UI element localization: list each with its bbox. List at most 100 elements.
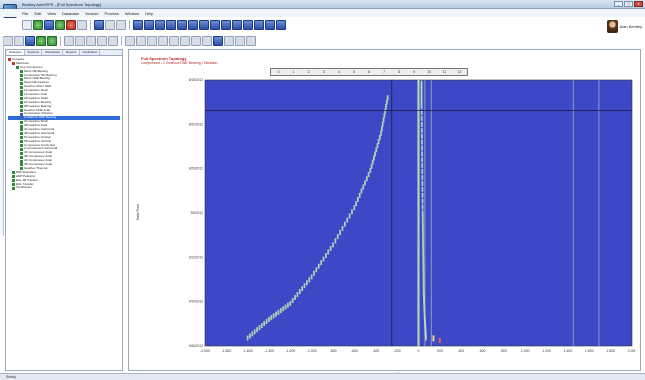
tree-item[interactable]: Machines <box>8 61 120 66</box>
sideband-icon[interactable] <box>147 36 157 46</box>
tree-item[interactable]: HDP Pelletizer <box>8 174 120 179</box>
annotate-icon[interactable] <box>246 36 256 46</box>
tree-item[interactable]: Line Compressor <box>8 65 120 70</box>
tree-item[interactable]: Motor NDE Bearing <box>8 77 120 81</box>
harmonic-icon[interactable] <box>136 36 146 46</box>
zoom-icon[interactable] <box>105 20 115 30</box>
tree-item[interactable]: 1B Gearbox Shaft <box>8 96 120 101</box>
polar-icon[interactable] <box>199 20 209 30</box>
alarm-icon[interactable] <box>180 36 190 46</box>
tab-notification[interactable]: Notification <box>81 50 101 55</box>
tab-reports[interactable]: Reports <box>64 50 80 55</box>
tree-item[interactable]: Compare <box>8 57 120 62</box>
tree-item[interactable]: Motor DE Gearbox <box>8 80 120 85</box>
lock-icon[interactable] <box>77 20 87 30</box>
maximize-button[interactable]: □ <box>624 1 633 7</box>
tree-item[interactable]: Gearbox DNE Axial <box>8 108 120 113</box>
tree-item[interactable]: 4B Gearbox Horizontal <box>8 131 120 136</box>
menu-view[interactable]: View <box>47 10 56 16</box>
tree-item[interactable]: DDP Extruders <box>8 170 120 175</box>
color-scale-bar[interactable]: 0 1 2 3 4 5 6 7 8 9 10 11 12 <box>270 68 468 76</box>
online-icon[interactable] <box>36 36 46 46</box>
tree-item[interactable]: Compressor Vibration <box>8 112 120 116</box>
tree-item[interactable]: Motor DE Bearing <box>8 69 120 74</box>
tree-item[interactable]: 5B Gearbox Vertical <box>8 139 120 144</box>
tree-item[interactable]: Gearbox Motor NDE <box>8 84 120 89</box>
user-area[interactable]: Alan Bentley <box>606 20 642 33</box>
tree-item[interactable]: 3A Gearbox Shaft <box>8 119 120 124</box>
copy-icon[interactable] <box>97 36 107 46</box>
minimize-button[interactable]: _ <box>614 1 623 7</box>
tree-item[interactable]: Gearbox Thermal <box>8 166 120 171</box>
scale-icon[interactable] <box>191 36 201 46</box>
report-icon[interactable] <box>265 20 275 30</box>
drift-peak-mark <box>422 277 425 282</box>
order-icon[interactable] <box>254 20 264 30</box>
tree-item[interactable]: 4A Gearbox Horizontal <box>8 127 120 132</box>
sort-icon[interactable] <box>75 36 85 46</box>
cascade-icon[interactable] <box>210 20 220 30</box>
tree-item[interactable]: Compressor Horizontal <box>8 143 120 148</box>
tab-networks[interactable]: Networks <box>7 50 25 55</box>
waterfall-icon[interactable] <box>166 20 176 30</box>
home-icon[interactable] <box>25 36 35 46</box>
chart-icon[interactable] <box>94 20 104 30</box>
tree-item[interactable]: 1A Gearbox Axial <box>8 92 120 97</box>
spectrum-icon[interactable] <box>133 20 143 30</box>
shaft-icon[interactable] <box>243 20 253 30</box>
bode-icon[interactable] <box>188 20 198 30</box>
tree-item[interactable]: 3A Compressor Axial <box>8 150 120 155</box>
run-icon[interactable] <box>55 20 65 30</box>
tree-item[interactable]: 2 Gearbox DNE Bearing <box>8 115 120 121</box>
tree-item[interactable]: ECL Transfer <box>8 182 120 187</box>
export-icon[interactable] <box>276 20 286 30</box>
units-icon[interactable] <box>202 36 212 46</box>
orbit-icon[interactable] <box>177 20 187 30</box>
menu-database[interactable]: Database <box>61 10 80 16</box>
tab-systems[interactable]: Systems <box>26 50 43 55</box>
tree-item[interactable]: 2B Gearbox Bearing <box>8 104 120 109</box>
menu-window[interactable]: Window <box>124 10 140 16</box>
zoom-in-icon[interactable] <box>224 36 234 46</box>
stop-icon[interactable] <box>66 20 76 30</box>
tree-item[interactable]: 2A Gearbox Bearing <box>8 100 120 105</box>
tree-item[interactable]: 4B Compressor Axial <box>8 162 120 167</box>
settings-icon[interactable] <box>116 20 126 30</box>
band-icon[interactable] <box>169 36 179 46</box>
tree-item[interactable]: 1A Gearbox Shaft <box>8 88 120 93</box>
menu-edit[interactable]: Edit <box>34 10 42 16</box>
grid-icon[interactable] <box>213 36 223 46</box>
tree-item[interactable]: 3B Compressor Axial <box>8 154 120 159</box>
topology-icon[interactable] <box>221 20 231 30</box>
menu-file[interactable]: File <box>22 10 29 16</box>
menu-version[interactable]: Version <box>85 10 99 16</box>
phase-icon[interactable] <box>232 20 242 30</box>
peak-icon[interactable] <box>158 36 168 46</box>
back-icon[interactable] <box>3 36 13 46</box>
trend-icon[interactable] <box>155 20 165 30</box>
tree-item[interactable]: ECL-96 Transfer <box>8 178 120 183</box>
new-icon[interactable] <box>22 20 32 30</box>
refresh-icon[interactable] <box>33 20 43 30</box>
forward-icon[interactable] <box>14 36 24 46</box>
cursor-icon[interactable] <box>125 36 135 46</box>
spectrum-heatmap[interactable]: -2,000 -1,800 -1,600 -1,400 -1,200 -1,000 -800… <box>160 78 635 363</box>
print-icon[interactable] <box>86 36 96 46</box>
tree-item[interactable]: 2 Compressor Horizontal <box>8 147 120 151</box>
tree-item[interactable]: Compressor ND Bearing <box>8 73 120 78</box>
menu-process[interactable]: Process <box>104 10 119 16</box>
menu-help[interactable]: Help <box>145 10 154 16</box>
tree-item[interactable]: 4A Compressor Axial <box>8 158 120 163</box>
drift-peak-mark <box>422 254 425 260</box>
tab-workspace[interactable]: Workspace <box>43 50 63 55</box>
tree-item[interactable]: Timeframes <box>8 185 120 190</box>
close-button[interactable]: X <box>634 1 643 7</box>
sync-icon[interactable] <box>47 36 57 46</box>
tree-item[interactable]: 3B Gearbox Axial <box>8 123 120 128</box>
waveform-icon[interactable] <box>144 20 154 30</box>
paste-icon[interactable] <box>108 36 118 46</box>
zoom-out-icon[interactable] <box>235 36 245 46</box>
save-icon[interactable] <box>44 20 54 30</box>
filter-icon[interactable] <box>64 36 74 46</box>
tree-item[interactable]: 5A Gearbox Vertical <box>8 135 120 140</box>
